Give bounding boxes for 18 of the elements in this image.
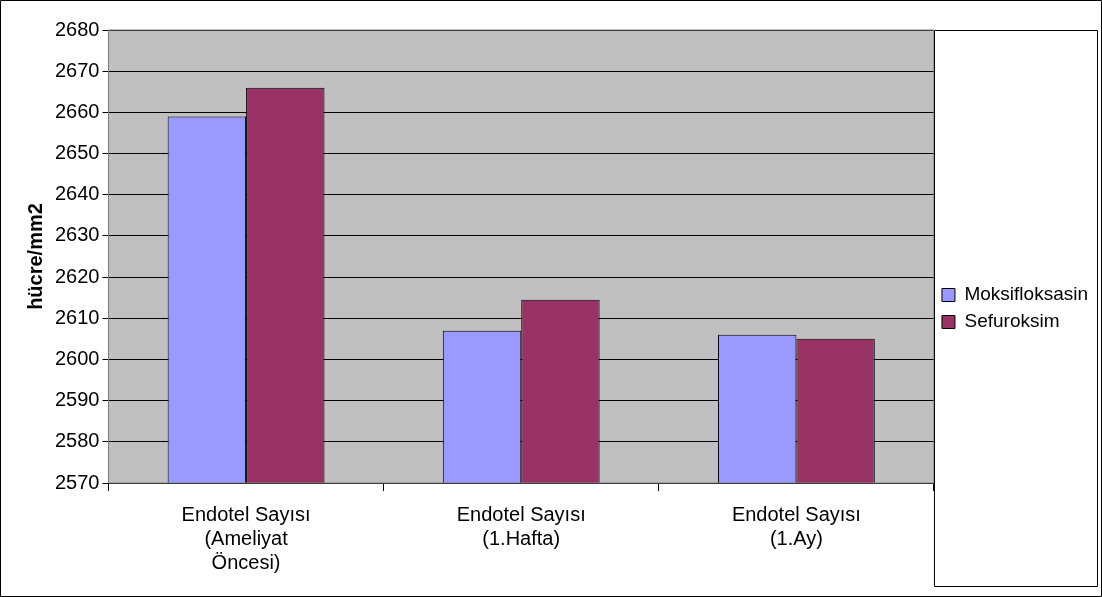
y-tick-label: 2630 xyxy=(54,223,100,246)
y-tick-label: 2620 xyxy=(54,264,100,287)
y-tick-label: 2660 xyxy=(54,99,100,122)
x-tick-label: Endotel Sayısı (1.Hafta) xyxy=(456,502,586,549)
y-tick-label: 2640 xyxy=(54,182,100,205)
y-tick-label: 2610 xyxy=(54,305,100,328)
legend-label: Moksifloksasin xyxy=(964,283,1089,305)
y-axis-title: hücre/mm2 xyxy=(23,203,46,310)
y-tick-label: 2590 xyxy=(54,388,100,411)
y-tick-label: 2580 xyxy=(54,429,100,452)
x-tick-label: Endotel Sayısı (1.Ay) xyxy=(731,502,861,549)
legend-label: Sefuroksim xyxy=(964,310,1060,332)
x-tick-label: Endotel Sayısı (Ameliyat Öncesi) xyxy=(181,502,311,573)
y-tick-label: 2670 xyxy=(54,58,100,81)
y-tick-label: 2600 xyxy=(54,346,100,369)
y-tick-label: 2680 xyxy=(54,17,100,40)
y-tick-label: 2570 xyxy=(54,470,100,493)
y-tick-label: 2650 xyxy=(54,141,100,164)
